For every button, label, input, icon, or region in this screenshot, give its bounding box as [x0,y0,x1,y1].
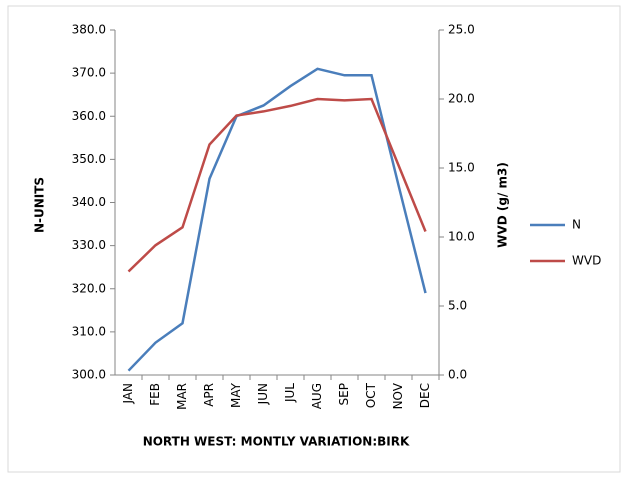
y-tick-label: 360.0 [72,109,106,123]
legend-label: WVD [572,254,601,268]
legend-label: N [572,218,581,232]
y-tick-label: 380.0 [72,23,106,37]
y-tick-label: 330.0 [72,238,106,252]
chart-frame [7,5,621,473]
x-tick-label: JAN [121,383,135,405]
y-tick-label: 350.0 [72,152,106,166]
y2-tick-label: 0.0 [448,368,467,382]
x-tick-label: MAY [229,382,243,408]
x-tick-label: SEP [337,383,351,405]
x-tick-label: APR [202,383,216,407]
y2-axis-title: WVD (g/ m3) [496,162,510,248]
y-axis-title: N-UNITS [33,177,47,233]
x-tick-label: AUG [310,383,324,409]
series-line [127,67,427,372]
y2-tick-label: 10.0 [448,230,475,244]
y-tick-label: 370.0 [72,66,106,80]
y-tick-label: 340.0 [72,195,106,209]
y-tick-label: 320.0 [72,281,106,295]
y2-tick-label: 25.0 [448,23,475,37]
x-tick-label: DEC [418,383,432,408]
x-tick-label: JUN [256,383,270,405]
y2-tick-label: 15.0 [448,161,475,175]
x-tick-label: OCT [364,382,378,408]
series-line [127,97,427,273]
x-tick-label: NOV [391,382,405,409]
y-tick-label: 310.0 [72,324,106,338]
y2-tick-label: 20.0 [448,92,475,106]
x-axis-title: NORTH WEST: MONTLY VARIATION:BIRK [143,435,410,449]
x-tick-label: JUL [283,383,297,403]
y-tick-label: 300.0 [72,368,106,382]
y2-tick-label: 5.0 [448,299,467,313]
x-tick-label: MAR [175,383,189,410]
x-tick-label: FEB [148,383,162,406]
